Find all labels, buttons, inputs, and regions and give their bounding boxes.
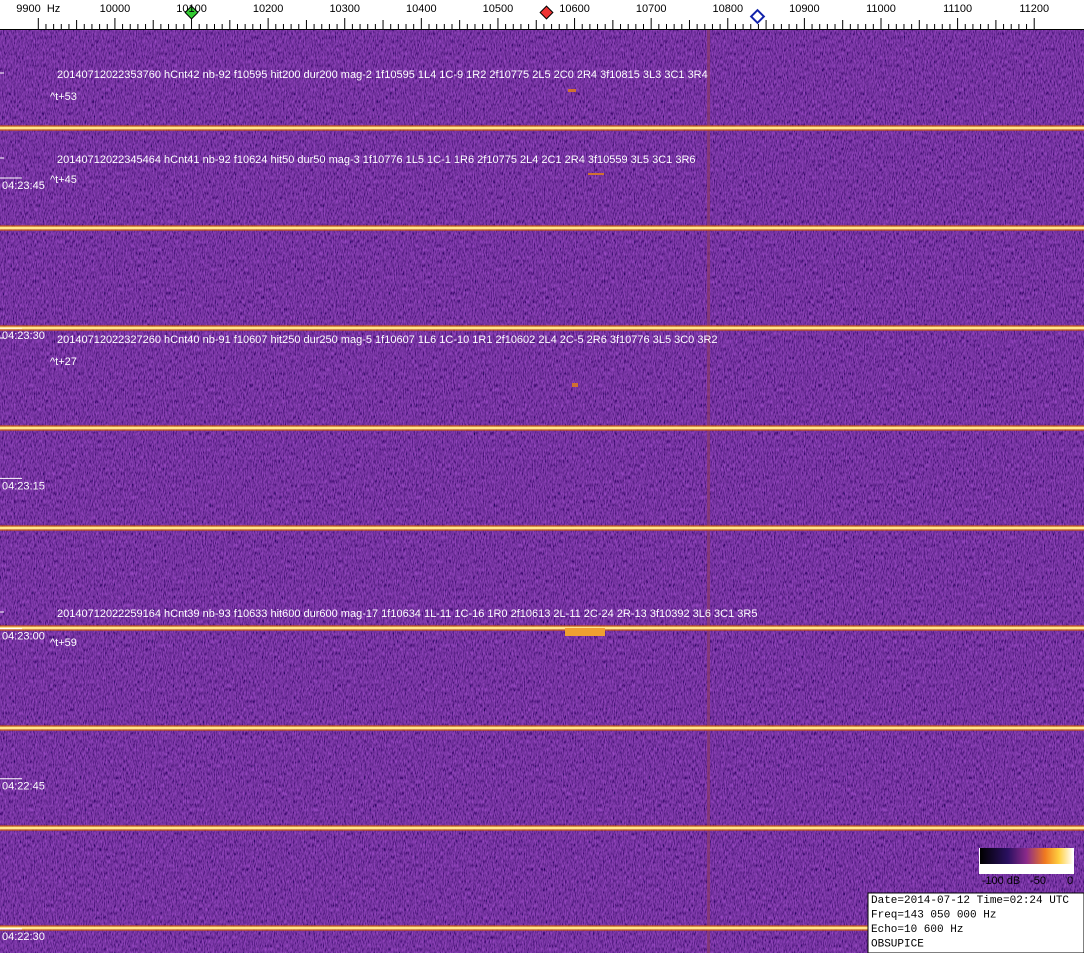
detection-offset: ^t+53 [50, 91, 77, 103]
colorbar [980, 848, 1073, 864]
tick-label: 11200 [1019, 3, 1049, 15]
tick-label: 10000 [100, 3, 131, 15]
time-label: 04:22:45 [2, 781, 45, 793]
colorbar-label: 0 [1067, 875, 1073, 887]
tick-label: 10700 [636, 3, 667, 15]
tick-label: 10600 [559, 3, 590, 15]
meteor-echoes [565, 89, 605, 636]
band-core [0, 127, 1084, 129]
info-line: Echo=10 600 Hz [871, 924, 963, 936]
tick-label: 10400 [406, 3, 437, 15]
tick-label: 11100 [943, 3, 972, 15]
echo [572, 383, 578, 387]
band-core [0, 427, 1084, 429]
detection-offset: ^t+27 [50, 356, 77, 368]
band-core [0, 827, 1084, 829]
time-label: 04:22:30 [2, 931, 45, 943]
tick-label: 10900 [789, 3, 820, 15]
time-label: 04:23:45 [2, 180, 45, 192]
carrier-line [707, 30, 710, 953]
colorbar-label: -50 [1030, 875, 1046, 887]
time-label: 04:23:30 [2, 330, 45, 342]
tick-label: 10800 [712, 3, 743, 15]
time-label: 04:23:15 [2, 480, 45, 492]
echo [588, 173, 604, 175]
marker-red [539, 5, 554, 20]
detection-text: 20140712022327260 hCnt40 nb-91 f10607 hi… [57, 334, 718, 346]
info-box [867, 892, 1084, 953]
info-line: Freq=143 050 000 Hz [871, 909, 996, 921]
markers [184, 5, 766, 25]
tick-label: 10100 [176, 3, 207, 15]
marker-green [184, 5, 199, 20]
spectrogram-noise [0, 30, 1084, 953]
band-core [0, 627, 1084, 629]
echo [565, 628, 605, 636]
tick-label: 10200 [253, 3, 284, 15]
detection-text: 20140712022353760 hCnt42 nb-92 f10595 hi… [57, 69, 708, 81]
band-core [0, 327, 1084, 329]
detection-offset: ^t+45 [50, 174, 77, 186]
band-core [0, 927, 1084, 929]
detection-offset: ^t+59 [50, 637, 77, 649]
tick-label: 11000 [866, 3, 896, 15]
tick-label: 10500 [483, 3, 514, 15]
info-line: Date=2014-07-12 Time=02:24 UTC [871, 895, 1069, 907]
tick-label: 9900 Hz [16, 3, 60, 15]
info-line: OBSUPICE [871, 938, 924, 950]
echo [568, 89, 576, 92]
band-core [0, 227, 1084, 229]
tick-label: 10300 [329, 3, 360, 15]
detection-text: 20140712022345464 hCnt41 nb-92 f10624 hi… [57, 154, 696, 166]
colorbar-label: -100 dB [982, 875, 1021, 887]
band-core [0, 727, 1084, 729]
band-core [0, 527, 1084, 529]
detection-text: 20140712022259164 hCnt39 nb-93 f10633 hi… [57, 608, 757, 620]
marker-blue [749, 8, 766, 25]
time-label: 04:23:00 [2, 631, 45, 643]
